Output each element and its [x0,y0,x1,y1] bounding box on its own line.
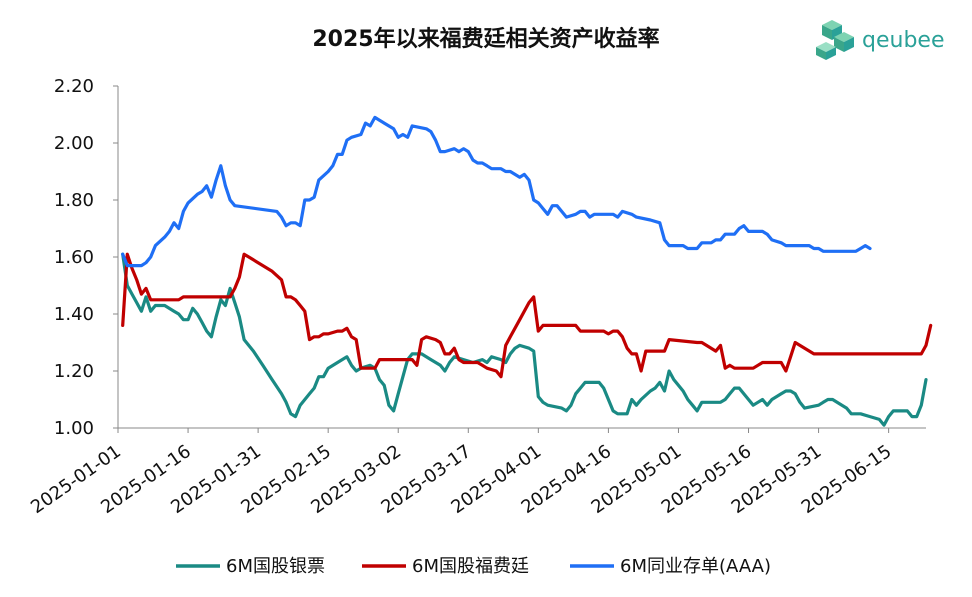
cube-logo-icon [816,20,854,60]
logo-text: qeubee [862,28,944,53]
chart-title: 2025年以来福费廷相关资产收益率 [312,26,659,52]
y-tick-label: 1.60 [54,247,94,268]
y-tick-label: 1.80 [54,190,94,211]
y-tick-label: 1.20 [54,361,94,382]
y-tick-label: 2.20 [54,76,94,97]
legend-label-1: 6M国股银票 [226,556,325,577]
series-line-2 [121,252,933,379]
y-tick-label: 2.00 [54,133,94,154]
y-tick-label: 1.40 [54,304,94,325]
axis-ticks: 1.001.201.401.601.802.002.202025-01-0120… [27,76,895,518]
legend: 6M国股银票 6M国股福费廷 6M同业存单(AAA) [176,556,771,577]
legend-label-2: 6M国股福费廷 [412,556,529,577]
legend-label-3: 6M同业存单(AAA) [620,556,771,577]
y-tick-label: 1.00 [54,418,94,439]
series-lines [121,115,933,427]
series-line-1 [121,252,928,427]
series-line-3 [121,115,872,268]
axes [117,86,926,429]
logo: qeubee [816,20,944,60]
